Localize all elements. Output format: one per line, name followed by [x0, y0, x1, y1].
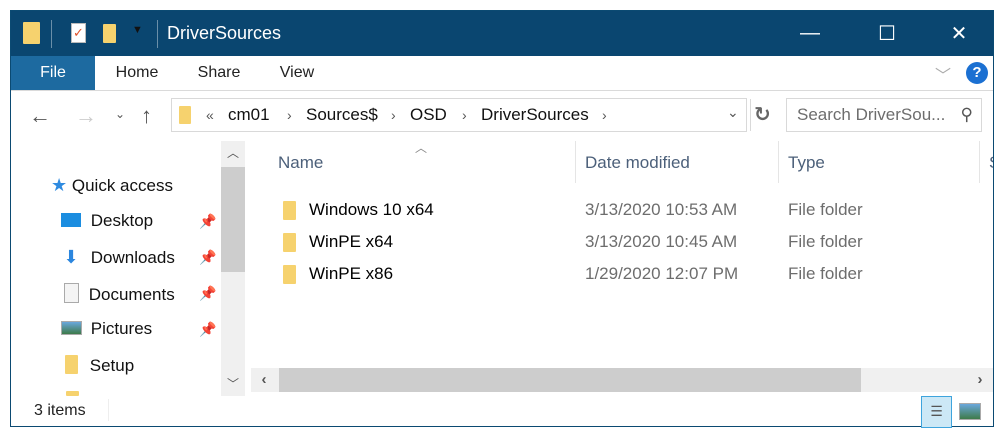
pin-icon[interactable]: 📌 — [199, 321, 217, 337]
file-type: File folder — [788, 200, 863, 219]
address-bar[interactable]: « cm01 › Sources$ › OSD › DriverSources … — [171, 98, 771, 132]
documents-icon — [64, 283, 79, 303]
file-row[interactable]: WinPE x64 3/13/2020 10:45 AM File folder — [271, 229, 971, 259]
minimize-button[interactable]: — — [800, 22, 820, 44]
details-view-button[interactable]: ☰ — [921, 396, 952, 428]
address-dropdown-icon[interactable]: ⌄ — [727, 104, 739, 120]
overflow-icon[interactable]: « — [206, 107, 214, 123]
nav-label: Downloads — [90, 248, 175, 267]
column-divider[interactable] — [575, 141, 576, 183]
column-divider[interactable] — [979, 141, 980, 183]
file-type: File folder — [788, 264, 863, 283]
divider — [51, 20, 52, 48]
pin-icon[interactable]: 📌 — [199, 213, 217, 229]
ribbon: File Home Share View ﹀ ? — [11, 56, 993, 91]
refresh-icon[interactable]: ↻ — [754, 104, 771, 126]
chevron-right-icon[interactable]: › — [287, 107, 292, 123]
properties-icon[interactable]: ✓ — [71, 23, 86, 43]
desktop-icon — [61, 213, 81, 227]
new-folder-icon[interactable] — [103, 24, 116, 43]
help-icon[interactable]: ? — [966, 62, 988, 84]
expand-ribbon-icon[interactable]: ﹀ — [935, 68, 952, 85]
horizontal-scrollbar[interactable]: ‹ › — [251, 368, 993, 392]
nav-label: Pictures — [90, 319, 153, 338]
file-name: Windows 10 x64 — [309, 200, 434, 219]
explorer-window: ✓ ▼ DriverSources — ☐ ✕ File Home Share … — [10, 10, 994, 428]
divider — [157, 20, 158, 48]
folder-icon — [283, 265, 296, 284]
file-date: 3/13/2020 10:45 AM — [585, 232, 738, 251]
tab-file[interactable]: File — [11, 56, 95, 90]
customize-toolbar-icon[interactable]: ▼ — [132, 24, 143, 36]
nav-label: Quick access — [71, 176, 173, 195]
chevron-right-icon[interactable]: › — [391, 107, 396, 123]
sort-ascending-icon: ︿ — [415, 141, 428, 155]
column-header-date[interactable]: Date modified — [585, 153, 690, 172]
tab-home[interactable]: Home — [115, 64, 159, 81]
tab-share[interactable]: Share — [197, 64, 241, 81]
file-date: 1/29/2020 12:07 PM — [585, 264, 739, 283]
divider — [108, 399, 109, 421]
item-count: 3 items — [34, 402, 86, 419]
column-divider[interactable] — [778, 141, 779, 183]
nav-label: Documents — [88, 285, 175, 304]
nav-item-setup[interactable]: Setup — [61, 355, 134, 376]
file-row[interactable]: WinPE x86 1/29/2020 12:07 PM File folder — [271, 261, 971, 291]
crumb-cm01[interactable]: cm01 — [228, 105, 270, 124]
divider — [750, 99, 751, 131]
file-row[interactable]: Windows 10 x64 3/13/2020 10:53 AM File f… — [271, 197, 971, 227]
window-title: DriverSources — [167, 23, 282, 43]
scrollbar-thumb[interactable] — [279, 368, 861, 392]
file-name: WinPE x64 — [309, 232, 394, 251]
folder-icon — [65, 355, 78, 374]
scroll-right-button[interactable]: › — [977, 371, 983, 388]
nav-item-pictures[interactable]: Pictures 📌 — [61, 319, 221, 339]
up-button[interactable]: ↑ — [141, 103, 152, 128]
star-icon: ★ — [51, 175, 68, 195]
title-bar: ✓ ▼ DriverSources — ☐ ✕ — [11, 11, 993, 56]
folder-icon — [179, 106, 191, 124]
nav-item-downloads[interactable]: ⬇ Downloads 📌 — [61, 247, 221, 268]
crumb-driversources[interactable]: DriverSources — [481, 105, 589, 124]
folder-icon — [66, 391, 79, 396]
large-icons-view-button[interactable] — [959, 403, 981, 420]
folder-icon — [283, 233, 296, 252]
search-placeholder: Search DriverSou... — [797, 105, 946, 124]
download-icon: ⬇ — [63, 247, 79, 267]
scroll-down-button[interactable]: ﹀ — [226, 377, 239, 391]
forward-button[interactable]: → — [75, 103, 97, 128]
nav-item-quick-access[interactable]: ★ Quick access — [51, 175, 173, 196]
maximize-button[interactable]: ☐ — [878, 23, 896, 45]
nav-label: Setup — [89, 356, 135, 375]
crumb-osd[interactable]: OSD — [410, 105, 447, 124]
close-button[interactable]: ✕ — [950, 23, 968, 45]
column-header-name[interactable]: Name — [278, 153, 324, 172]
back-button[interactable]: ← — [29, 103, 51, 128]
crumb-sources[interactable]: Sources$ — [306, 105, 378, 124]
scroll-left-button[interactable]: ‹ — [261, 371, 267, 388]
search-icon[interactable]: ⚲ — [960, 105, 973, 124]
recent-locations-icon[interactable]: ⌄ — [115, 107, 126, 121]
chevron-right-icon[interactable]: › — [462, 107, 467, 123]
column-header-size[interactable]: S — [989, 153, 993, 173]
tab-view[interactable]: View — [279, 64, 315, 81]
folder-icon — [283, 201, 296, 220]
nav-item-desktop[interactable]: Desktop 📌 — [61, 211, 221, 231]
nav-scrollbar[interactable]: ︿ ﹀ — [221, 141, 245, 396]
file-type: File folder — [788, 232, 863, 251]
file-name: WinPE x86 — [309, 264, 394, 283]
pin-icon[interactable]: 📌 — [199, 285, 217, 301]
file-date: 3/13/2020 10:53 AM — [585, 200, 738, 219]
nav-label: Desktop — [90, 211, 154, 230]
search-input[interactable]: Search DriverSou... ⚲ — [786, 98, 982, 132]
folder-icon — [23, 22, 40, 44]
scroll-up-button[interactable]: ︿ — [226, 146, 239, 160]
chevron-right-icon[interactable]: › — [602, 107, 607, 123]
column-header-type[interactable]: Type — [788, 153, 825, 172]
scrollbar-thumb[interactable] — [221, 167, 245, 272]
pictures-icon — [61, 321, 82, 335]
pin-icon[interactable]: 📌 — [199, 249, 217, 265]
nav-item-documents[interactable]: Documents 📌 — [61, 283, 221, 305]
